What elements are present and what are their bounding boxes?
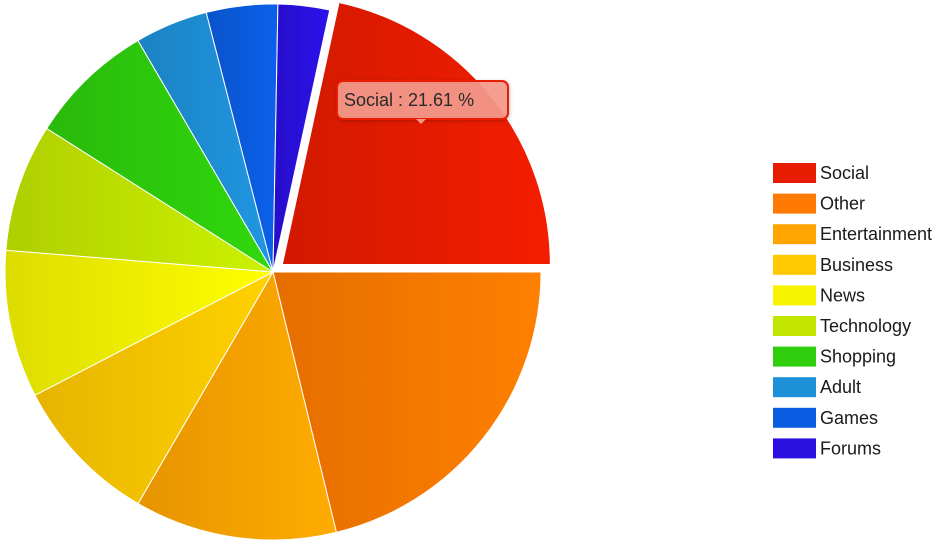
legend-swatch-forums <box>773 438 816 459</box>
legend-swatch-games <box>773 407 816 428</box>
pie-slice-forums[interactable] <box>272 3 331 273</box>
legend-swatch-technology <box>773 316 816 336</box>
legend-swatch-adult <box>773 377 816 398</box>
legend-swatch-news <box>773 285 816 306</box>
legend-item-games[interactable]: Games <box>773 407 878 428</box>
pie-slice-news[interactable] <box>4 249 275 396</box>
pie-slice-shopping[interactable] <box>45 39 274 273</box>
legend-item-entertainment[interactable]: Entertainment <box>773 224 932 245</box>
legend-label-adult: Adult <box>820 377 861 397</box>
legend-swatch-entertainment <box>773 224 816 245</box>
pie-slice-other[interactable] <box>272 271 542 533</box>
legend-item-forums[interactable]: Forums <box>773 438 881 459</box>
pie-slice-business[interactable] <box>34 270 275 505</box>
legend-item-adult[interactable]: Adult <box>773 377 861 398</box>
legend-item-other[interactable]: Other <box>773 193 865 214</box>
legend: Social Other Entertainment Business News Tech… <box>773 163 932 459</box>
legend-swatch-social <box>773 163 816 183</box>
legend-item-shopping[interactable]: Shopping <box>773 346 896 367</box>
legend-label-social: Social <box>820 163 869 183</box>
legend-label-entertainment: Entertainment <box>820 224 932 244</box>
tooltip-text: Social : 21.61 % <box>344 90 474 110</box>
legend-swatch-other <box>773 193 816 214</box>
legend-item-news[interactable]: News <box>773 285 865 306</box>
legend-item-technology[interactable]: Technology <box>773 316 911 336</box>
legend-label-forums: Forums <box>820 438 881 458</box>
legend-label-business: Business <box>820 255 893 275</box>
tooltip-pointer <box>416 119 426 124</box>
legend-label-games: Games <box>820 408 878 428</box>
legend-swatch-business <box>773 254 816 275</box>
legend-swatch-shopping <box>773 346 816 367</box>
legend-label-technology: Technology <box>820 316 911 336</box>
legend-item-business[interactable]: Business <box>773 255 893 275</box>
pie-slice-entertainment[interactable] <box>137 270 338 541</box>
pie-slices <box>4 1 551 541</box>
legend-label-news: News <box>820 285 865 305</box>
legend-label-other: Other <box>820 194 865 214</box>
legend-label-shopping: Shopping <box>820 347 896 367</box>
tooltip: Social : 21.61 % <box>336 80 509 124</box>
pie-slice-technology[interactable] <box>5 127 274 273</box>
legend-item-social[interactable]: Social <box>773 163 869 183</box>
